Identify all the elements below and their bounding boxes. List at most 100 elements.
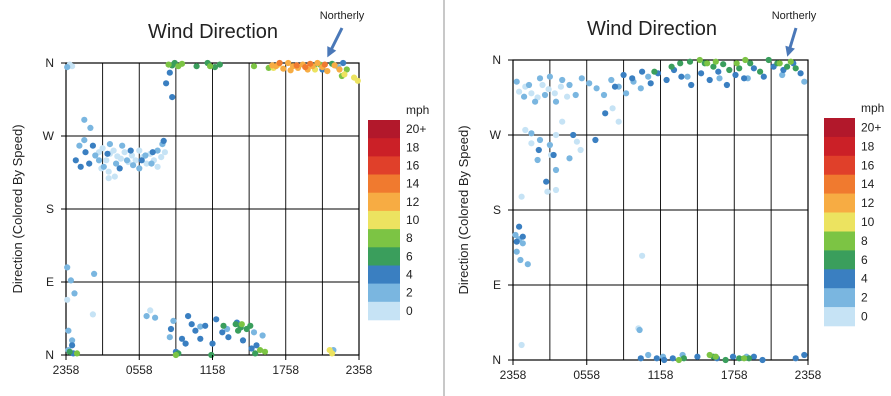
data-point [546, 73, 553, 80]
data-point [647, 80, 654, 87]
data-point [293, 62, 300, 69]
data-point [154, 163, 161, 170]
data-point [747, 60, 754, 67]
data-point [557, 83, 564, 90]
colorbar-label: 4 [406, 268, 413, 282]
data-point [645, 351, 652, 359]
colorbar-swatch [368, 301, 400, 321]
data-point [250, 63, 258, 70]
data-point [188, 321, 195, 328]
data-point [269, 62, 276, 69]
data-point [669, 355, 676, 362]
y-tick-label: E [46, 275, 54, 289]
data-point [247, 322, 254, 329]
data-point [336, 66, 343, 73]
data-point [736, 355, 743, 362]
data-point [165, 61, 172, 68]
colorbar-swatch [368, 138, 400, 157]
data-point [512, 231, 519, 239]
data-point [716, 75, 723, 82]
data-point [307, 60, 314, 67]
colorbar: mph 20+ 18 16 14 12 10 8 6 4 2 0 [368, 103, 429, 321]
data-point [161, 149, 168, 156]
data-point [192, 327, 199, 334]
data-point [518, 193, 525, 200]
data-point [104, 150, 111, 157]
colorbar-swatch [368, 247, 400, 266]
data-point [280, 65, 287, 72]
colorbar-title: mph [406, 103, 429, 117]
chart-title: Wind Direction [587, 18, 717, 40]
colorbar-swatch [824, 307, 855, 327]
data-point [117, 155, 124, 162]
data-point [285, 59, 292, 67]
data-point [193, 63, 200, 70]
arrow-shaft [328, 27, 344, 53]
data-point [116, 165, 123, 172]
colorbar-swatch [824, 212, 855, 232]
data-point [663, 76, 670, 84]
y-tick-label: N [492, 53, 501, 67]
data-point [528, 130, 535, 137]
data-point [225, 334, 232, 341]
colorbar-label: 10 [861, 215, 875, 229]
data-point [64, 264, 71, 271]
colorbar-label: 0 [406, 304, 413, 318]
colorbar-swatch [824, 231, 855, 251]
data-point [765, 56, 772, 64]
y-tick-label: W [490, 128, 502, 142]
colorbar-swatch [824, 288, 855, 308]
colorbar-swatch [368, 229, 400, 248]
data-point [552, 131, 560, 139]
data-point [105, 175, 112, 182]
data-point [545, 86, 552, 93]
data-point [152, 314, 159, 321]
x-tick-label: 1158 [648, 368, 674, 382]
data-point [722, 356, 729, 364]
data-point [69, 63, 76, 70]
data-point [167, 325, 175, 333]
data-point [535, 146, 542, 154]
data-point [132, 157, 139, 164]
data-point [276, 59, 283, 67]
data-point [235, 327, 242, 334]
colorbar-swatch [824, 269, 855, 289]
data-point [87, 124, 94, 131]
data-point [158, 154, 165, 161]
data-point [522, 126, 529, 134]
data-point [239, 337, 247, 344]
data-point [586, 80, 593, 87]
data-point [86, 160, 93, 167]
x-tick-label: 2358 [346, 363, 373, 377]
data-point [696, 56, 703, 64]
data-point [668, 63, 675, 70]
data-point [81, 116, 88, 123]
data-point [302, 64, 309, 71]
data-point [219, 329, 226, 336]
data-point [759, 356, 766, 364]
data-point [578, 75, 585, 82]
data-point [792, 65, 799, 72]
data-point [609, 105, 616, 112]
data-point [220, 322, 227, 329]
x-tick-label: 2358 [795, 368, 822, 382]
data-point [543, 178, 550, 185]
colorbar-title: mph [861, 101, 884, 115]
data-point [103, 157, 110, 164]
data-point [259, 332, 266, 339]
data-point [710, 63, 717, 70]
data-point [197, 323, 204, 330]
data-point [552, 166, 560, 174]
data-point [720, 61, 727, 68]
data-point [340, 59, 347, 67]
data-point [160, 137, 167, 144]
data-point [110, 147, 117, 154]
data-point [113, 160, 120, 167]
data-point [185, 313, 192, 320]
data-point [566, 81, 573, 89]
arrow-head [785, 45, 795, 57]
data-point [209, 340, 216, 347]
data-point [637, 355, 644, 362]
data-point [324, 68, 331, 75]
